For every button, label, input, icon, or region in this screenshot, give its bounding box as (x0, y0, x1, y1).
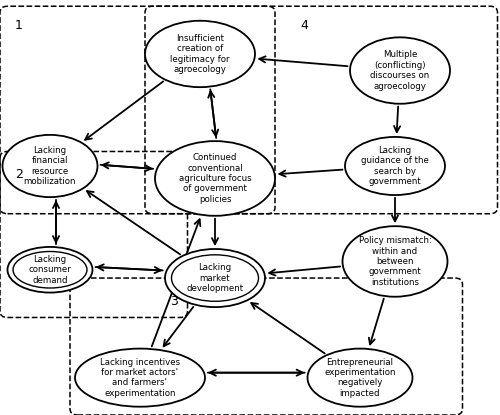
Text: Lacking incentives
for market actors'
and farmers'
experimentation: Lacking incentives for market actors' an… (100, 358, 180, 398)
Text: Insufficient
creation of
legitimacy for
agroecology: Insufficient creation of legitimacy for … (170, 34, 230, 74)
Ellipse shape (2, 135, 98, 197)
Text: Continued
conventional
agriculture focus
of government
policies: Continued conventional agriculture focus… (178, 153, 252, 204)
Text: Policy mismatch:
within and
between
government
institutions: Policy mismatch: within and between gove… (358, 236, 432, 287)
Text: 1: 1 (15, 19, 23, 32)
Text: 4: 4 (300, 19, 308, 32)
Ellipse shape (75, 349, 205, 407)
Ellipse shape (155, 141, 275, 216)
Ellipse shape (345, 137, 445, 195)
Text: Lacking
guidance of the
search by
government: Lacking guidance of the search by govern… (361, 146, 429, 186)
Text: 3: 3 (170, 295, 178, 308)
Ellipse shape (308, 349, 412, 407)
Text: 2: 2 (15, 168, 23, 181)
Text: Lacking
financial
resource
mobilization: Lacking financial resource mobilization (24, 146, 76, 186)
Ellipse shape (342, 226, 448, 297)
Text: Lacking
market
development: Lacking market development (186, 263, 244, 293)
Ellipse shape (8, 247, 92, 293)
Text: Multiple
(conflicting)
discourses on
agroecology: Multiple (conflicting) discourses on agr… (370, 51, 430, 90)
Text: Entrepreneurial
experimentation
negatively
impacted: Entrepreneurial experimentation negative… (324, 358, 396, 398)
Text: Lacking
consumer
demand: Lacking consumer demand (28, 255, 72, 285)
Ellipse shape (145, 21, 255, 87)
Ellipse shape (350, 37, 450, 104)
Ellipse shape (165, 249, 265, 307)
